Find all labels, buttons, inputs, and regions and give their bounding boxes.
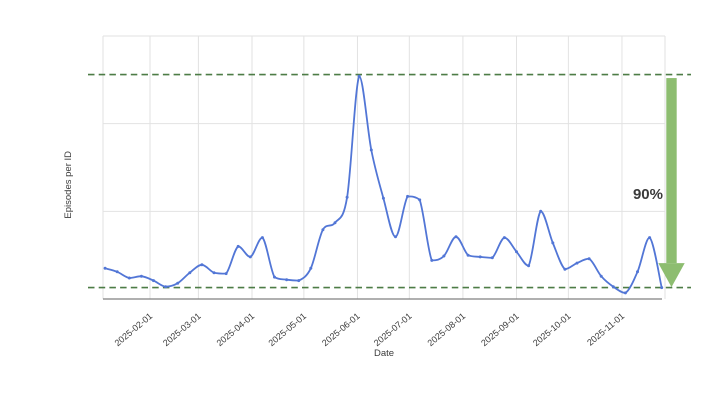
x-tick-label: 2025-08-01 bbox=[425, 311, 467, 348]
x-tick-label: 2025-06-01 bbox=[320, 311, 362, 348]
reduction-annotation: 90% bbox=[632, 186, 663, 203]
x-tick-label: 2025-10-01 bbox=[531, 311, 573, 348]
x-tick-label: 2025-03-01 bbox=[161, 311, 203, 348]
x-tick-label: 2025-02-01 bbox=[113, 311, 155, 348]
gridlines bbox=[102, 35, 666, 299]
x-tick-labels: 2025-02-01 2025-03-01 2025-04-01 2025-05-01… bbox=[113, 311, 627, 348]
x-axis-title: Date bbox=[373, 348, 395, 359]
y-axis-title-text: Episodes per ID bbox=[62, 151, 74, 219]
x-tick-label: 2025-07-01 bbox=[372, 311, 414, 348]
y-axis-title: Episodes per ID bbox=[55, 112, 81, 258]
data-point-markers bbox=[103, 74, 664, 295]
x-tick-label: 2025-09-01 bbox=[479, 311, 521, 348]
reduction-arrow bbox=[658, 78, 685, 288]
x-tick-label: 2025-11-01 bbox=[585, 311, 626, 348]
series-line bbox=[104, 75, 663, 294]
x-tick-label: 2025-04-01 bbox=[215, 311, 257, 348]
x-tick-label: 2025-05-01 bbox=[266, 311, 308, 348]
